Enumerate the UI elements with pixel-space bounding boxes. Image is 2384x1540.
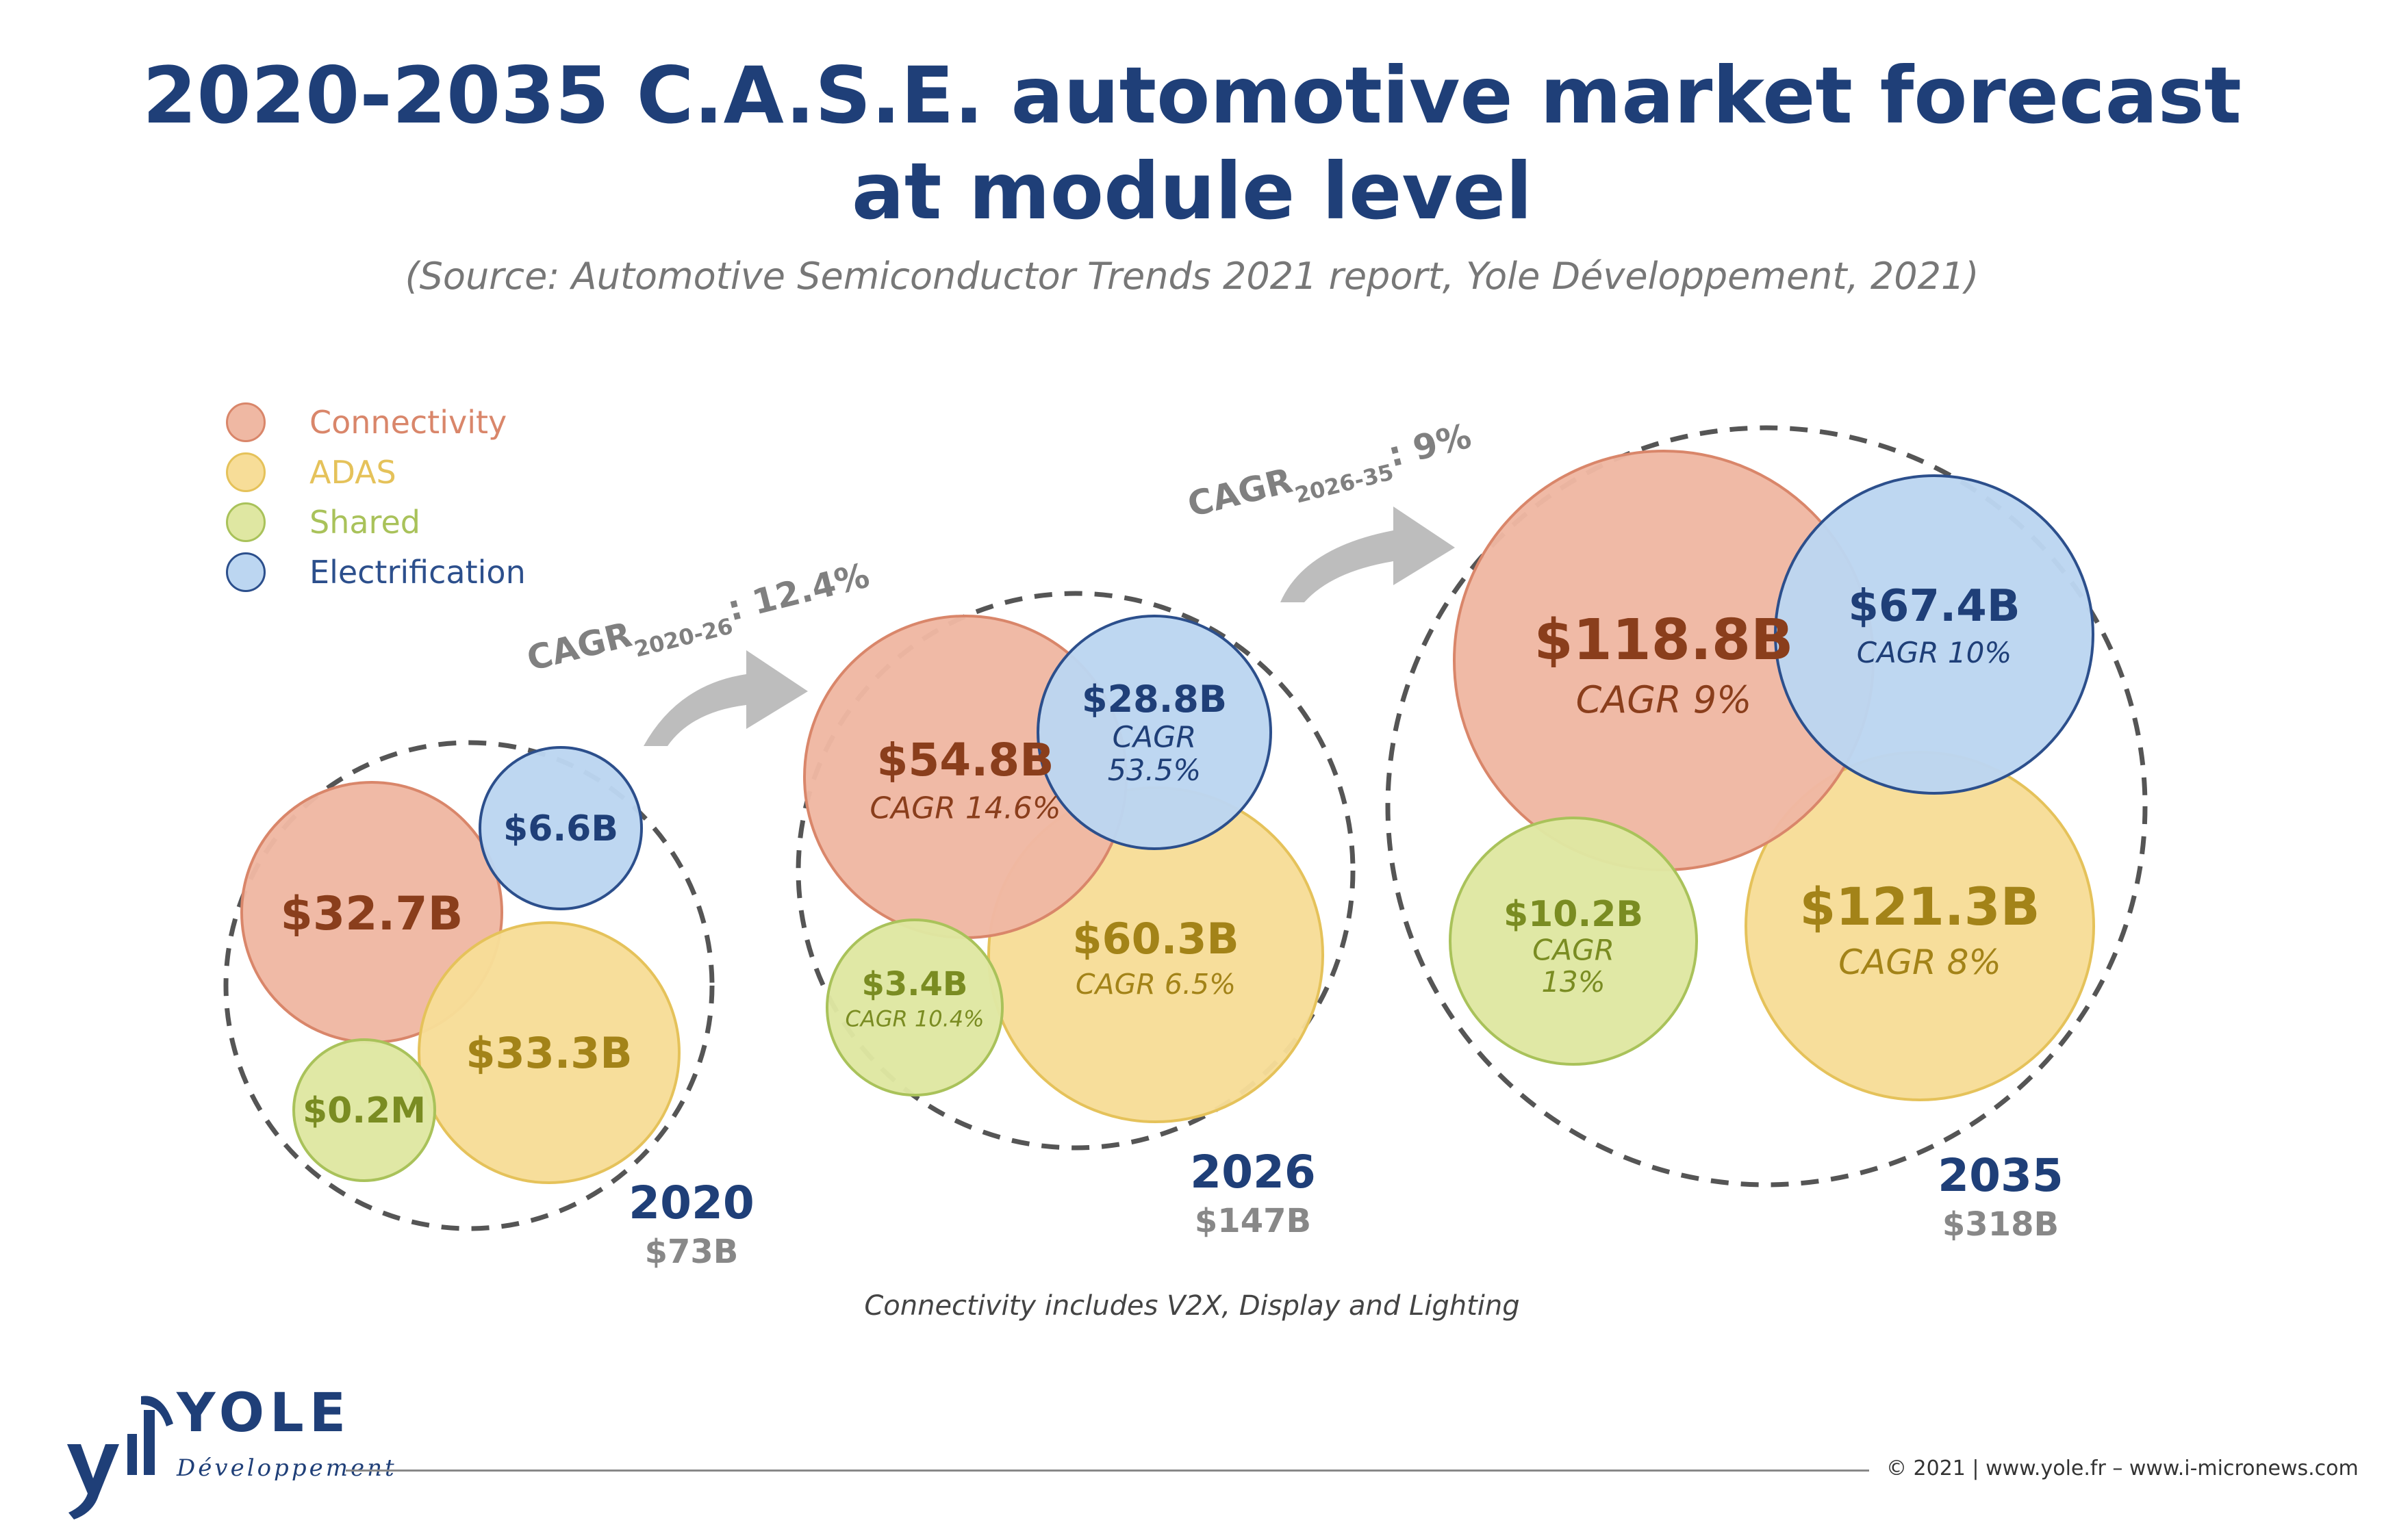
bubble-cagr-adas-2035: CAGR 8% <box>1838 942 2001 982</box>
bubble-cagr-connectivity-2026: CAGR 14.6% <box>870 791 1061 826</box>
year-total-2035: $318B <box>1942 1205 2059 1244</box>
bubble-cagr-label-shared-2035: CAGR <box>1532 933 1614 966</box>
bubble-value-connectivity-2035: $118.8B <box>1534 608 1794 673</box>
bubble-cagr-adas-2026: CAGR 6.5% <box>1076 968 1236 1001</box>
bubble-value-shared-2020: $0.2M <box>303 1090 426 1131</box>
logo-wordmark: YOLE <box>177 1383 351 1444</box>
transition-cagr-prefix-1: CAGR <box>523 615 635 679</box>
bubble-cagr-shared-2026: CAGR 10.4% <box>845 1006 984 1032</box>
year-ring-2035 <box>1385 425 2148 1188</box>
title-line-2: at module level <box>851 146 1533 237</box>
chart-title: 2020-2035 C.A.S.E. automotive market for… <box>0 48 2384 240</box>
year-label-2035: 2035 <box>1938 1149 2064 1202</box>
bubble-cagr-electrification-2035: CAGR 10% <box>1857 636 2012 669</box>
legend-swatch-shared <box>226 502 266 542</box>
legend-item-electrification: Electrification <box>226 547 526 597</box>
legend-item-connectivity: Connectivity <box>226 397 526 447</box>
footnote: Connectivity includes V2X, Display and L… <box>864 1290 1520 1322</box>
bubble-value-electrification-2020: $6.6B <box>503 808 618 849</box>
bubble-shared-2026 <box>826 919 1004 1096</box>
legend-item-shared: Shared <box>226 497 526 547</box>
transition-cagr-value-1: : 12.4% <box>724 555 874 628</box>
logo-subtitle: Développement <box>177 1454 397 1482</box>
bubble-value-electrification-2026: $28.8B <box>1082 678 1227 721</box>
legend: Connectivity ADAS Shared Electrification <box>226 397 526 597</box>
year-group-2035: $121.3B CAGR 8% $118.8B CAGR 9% $10.2BCAGR13… <box>1385 425 2148 1244</box>
copyright: © 2021 | www.yole.fr – www.i-micronews.c… <box>1886 1456 2359 1480</box>
transition-cagr-value-2: : 9% <box>1384 416 1475 475</box>
bubble-value-connectivity-2026: $54.8B <box>876 734 1054 786</box>
year-ring-2026 <box>796 591 1356 1151</box>
year-label-2020: 2020 <box>629 1177 754 1229</box>
bubble-cagr-connectivity-2035: CAGR 9% <box>1576 678 1752 721</box>
year-group-2020: $32.7B $33.3B $0.2M $6.6B 2020 $73B <box>223 740 754 1271</box>
year-group-2026: $60.3B CAGR 6.5% $54.8B CAGR 14.6% $3.4B CAGR… <box>796 591 1356 1240</box>
bubble-value-adas-2026: $60.3B <box>1072 914 1239 964</box>
transition-cagr-period-2: 2026-35 <box>1292 459 1396 508</box>
year-label-2026: 2026 <box>1190 1146 1316 1198</box>
year-ring-2020 <box>223 740 715 1231</box>
transition-cagr-text-1: CAGR2020-26: 12.4% <box>523 555 876 688</box>
title-line-1: 2020-2035 C.A.S.E. automotive market for… <box>142 50 2242 141</box>
bubble-electrification-2020 <box>479 746 643 910</box>
transition-cagr-text-2: CAGR2026-35: 9% <box>1184 416 1478 534</box>
legend-swatch-adas <box>226 452 266 492</box>
bubble-value-connectivity-2020: $32.7B <box>281 887 464 941</box>
footer-rule <box>346 1470 1869 1472</box>
growth-arrow-1 <box>644 650 808 746</box>
transition-cagr-2: CAGR2026-35: 9% <box>1184 416 1478 534</box>
transition-cagr-prefix-2: CAGR <box>1184 461 1296 525</box>
bubble-shared-2020 <box>292 1038 436 1182</box>
legend-label-electrification: Electrification <box>309 553 526 591</box>
legend-swatch-connectivity <box>226 402 266 442</box>
legend-label-shared: Shared <box>309 503 420 541</box>
bubble-value-shared-2035: $10.2B <box>1504 894 1643 935</box>
yole-logo-mark-icon <box>67 1396 173 1519</box>
transition-cagr-period-1: 2020-26 <box>631 613 735 662</box>
bubble-cagr-value-electrification-2026: 53.5% <box>1108 754 1202 788</box>
legend-item-adas: ADAS <box>226 447 526 497</box>
bubble-electrification-2026 <box>1037 615 1272 850</box>
year-total-2020: $73B <box>645 1233 739 1271</box>
bubble-value-adas-2020: $33.3B <box>466 1028 632 1078</box>
legend-label-adas: ADAS <box>309 453 396 491</box>
bubble-value-adas-2035: $121.3B <box>1799 876 2040 937</box>
legend-label-connectivity: Connectivity <box>309 403 507 441</box>
bubble-cagr-value-shared-2035: 13% <box>1541 965 1605 999</box>
yole-logo: YOLE Développement <box>60 1383 394 1519</box>
year-total-2026: $147B <box>1195 1202 1311 1240</box>
bubble-value-shared-2026: $3.4B <box>861 965 967 1003</box>
bubble-cagr-label-electrification-2026: CAGR <box>1113 720 1197 754</box>
bubble-shared-2035 <box>1449 817 1698 1066</box>
growth-arrow-2 <box>1280 506 1455 602</box>
bubble-adas-2020 <box>418 921 681 1184</box>
bubble-value-electrification-2035: $67.4B <box>1848 581 2020 632</box>
chart-subtitle: (Source: Automotive Semiconductor Trends… <box>405 255 1979 298</box>
transition-cagr-1: CAGR2020-26: 12.4% <box>523 555 876 688</box>
bubble-electrification-2035 <box>1774 474 2094 795</box>
legend-swatch-electrification <box>226 552 266 592</box>
